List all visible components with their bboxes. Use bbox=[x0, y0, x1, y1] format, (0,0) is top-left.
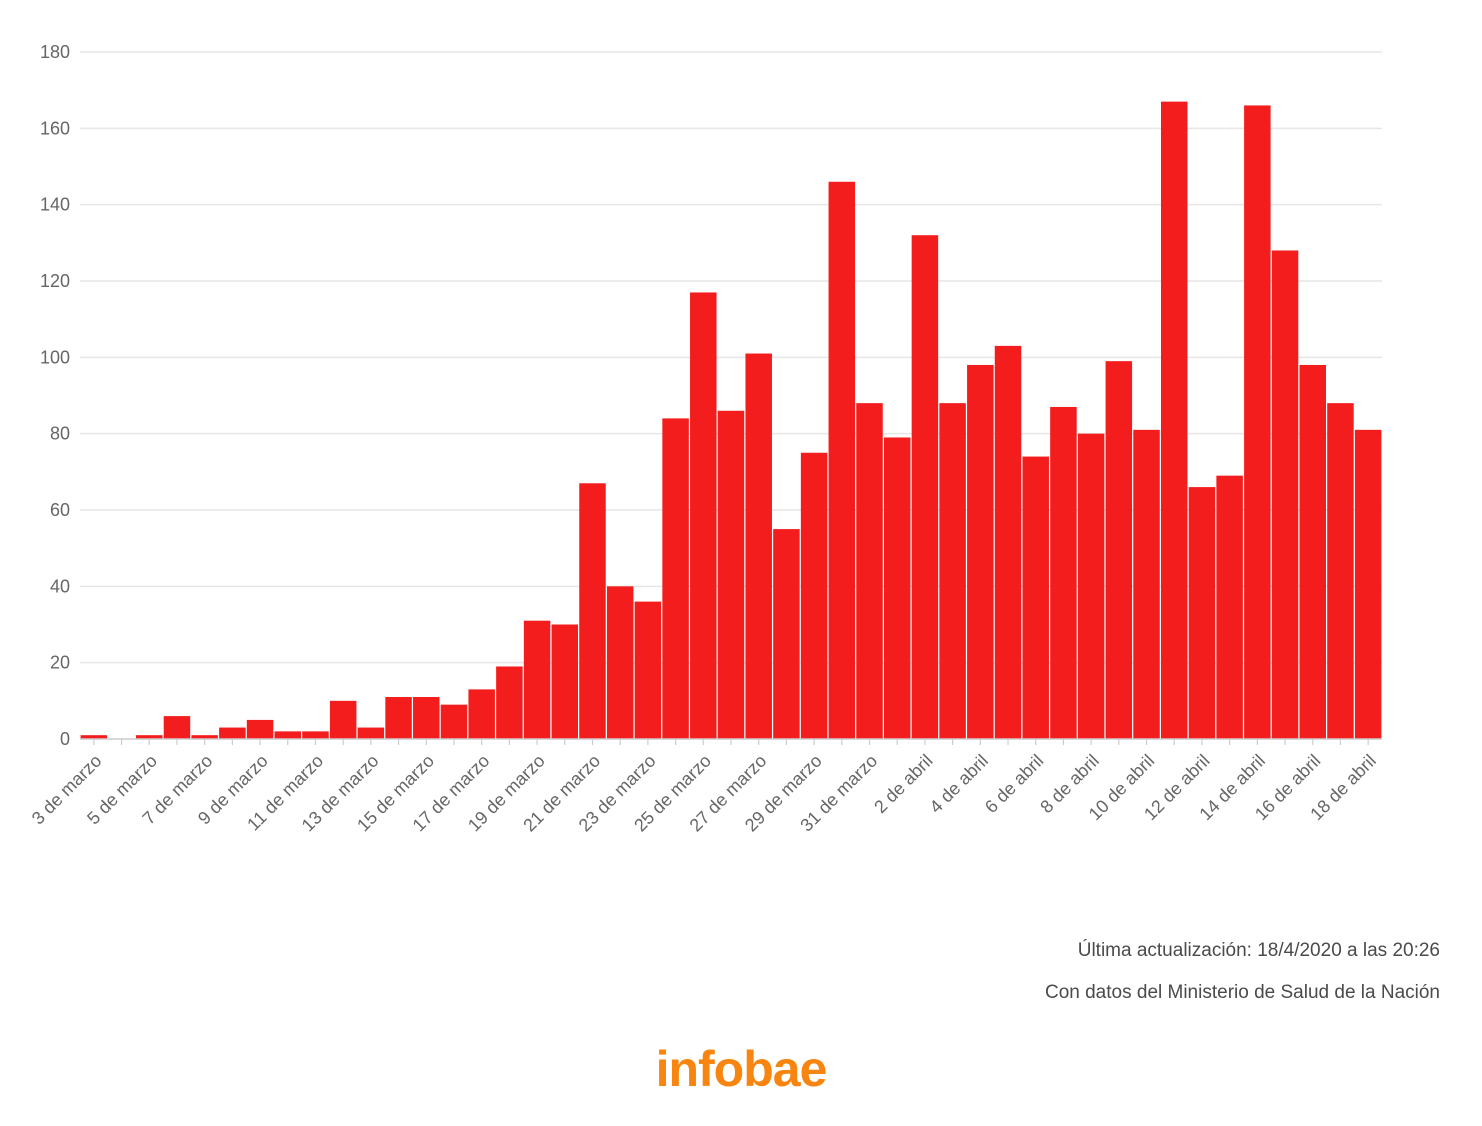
bar bbox=[1133, 429, 1160, 739]
bar bbox=[1077, 433, 1105, 739]
bar bbox=[773, 529, 800, 739]
y-tick-label: 20 bbox=[50, 653, 70, 673]
bar bbox=[579, 483, 606, 739]
y-tick-label: 40 bbox=[50, 576, 70, 596]
bar bbox=[191, 735, 218, 739]
bar bbox=[856, 403, 883, 739]
bar bbox=[1271, 250, 1299, 739]
last-update-text: Última actualización: 18/4/2020 a las 20… bbox=[1077, 940, 1440, 961]
bar bbox=[1188, 487, 1216, 739]
y-tick-label: 100 bbox=[40, 347, 70, 367]
bar bbox=[80, 735, 108, 739]
bar bbox=[828, 181, 856, 739]
bar bbox=[329, 700, 357, 739]
bar bbox=[1216, 475, 1243, 739]
bars bbox=[80, 101, 1382, 739]
bar bbox=[1160, 101, 1188, 739]
y-tick-label: 0 bbox=[60, 729, 70, 749]
bar bbox=[606, 586, 634, 739]
bar bbox=[939, 403, 966, 739]
bar bbox=[246, 719, 274, 739]
bar bbox=[413, 697, 440, 739]
bar bbox=[136, 735, 163, 739]
bar bbox=[745, 353, 772, 739]
bar bbox=[496, 666, 523, 739]
bar bbox=[163, 716, 191, 739]
bar bbox=[385, 697, 412, 739]
bar bbox=[523, 620, 551, 739]
bar bbox=[274, 731, 302, 739]
y-axis-ticks: 0 20 40 60 80 100 120 140 160 180 bbox=[40, 42, 70, 749]
x-axis bbox=[80, 738, 1382, 745]
x-tick-label: 4 de abril bbox=[926, 751, 993, 818]
bar bbox=[302, 731, 329, 739]
bar bbox=[1299, 364, 1326, 739]
bar bbox=[883, 437, 911, 739]
bar bbox=[357, 727, 385, 739]
bar bbox=[690, 292, 717, 739]
bar bbox=[1354, 429, 1382, 739]
bar bbox=[662, 418, 689, 739]
bar bbox=[1327, 403, 1354, 739]
gridlines bbox=[80, 51, 1382, 664]
bar bbox=[219, 727, 246, 739]
y-tick-label: 160 bbox=[40, 118, 70, 138]
bar bbox=[800, 452, 828, 739]
y-tick-label: 60 bbox=[50, 500, 70, 520]
bar bbox=[468, 689, 495, 739]
y-tick-label: 120 bbox=[40, 271, 70, 291]
x-tick-label: 6 de abril bbox=[981, 751, 1048, 818]
bar bbox=[967, 364, 994, 739]
bar bbox=[551, 624, 579, 739]
bar bbox=[440, 704, 468, 739]
bar bbox=[634, 601, 662, 739]
bar bbox=[1050, 406, 1077, 739]
y-tick-label: 80 bbox=[50, 424, 70, 444]
y-tick-label: 140 bbox=[40, 195, 70, 215]
bar bbox=[1244, 105, 1271, 739]
data-source-text: Con datos del Ministerio de Salud de la … bbox=[1044, 982, 1440, 1003]
infobae-logo: infobae bbox=[655, 1041, 828, 1097]
bar bbox=[1105, 361, 1133, 739]
bar bbox=[911, 235, 939, 739]
bar bbox=[1022, 456, 1049, 739]
y-tick-label: 180 bbox=[40, 42, 70, 62]
x-tick-label: 2 de abril bbox=[870, 751, 937, 818]
bar bbox=[717, 410, 745, 739]
bar bbox=[994, 345, 1022, 739]
